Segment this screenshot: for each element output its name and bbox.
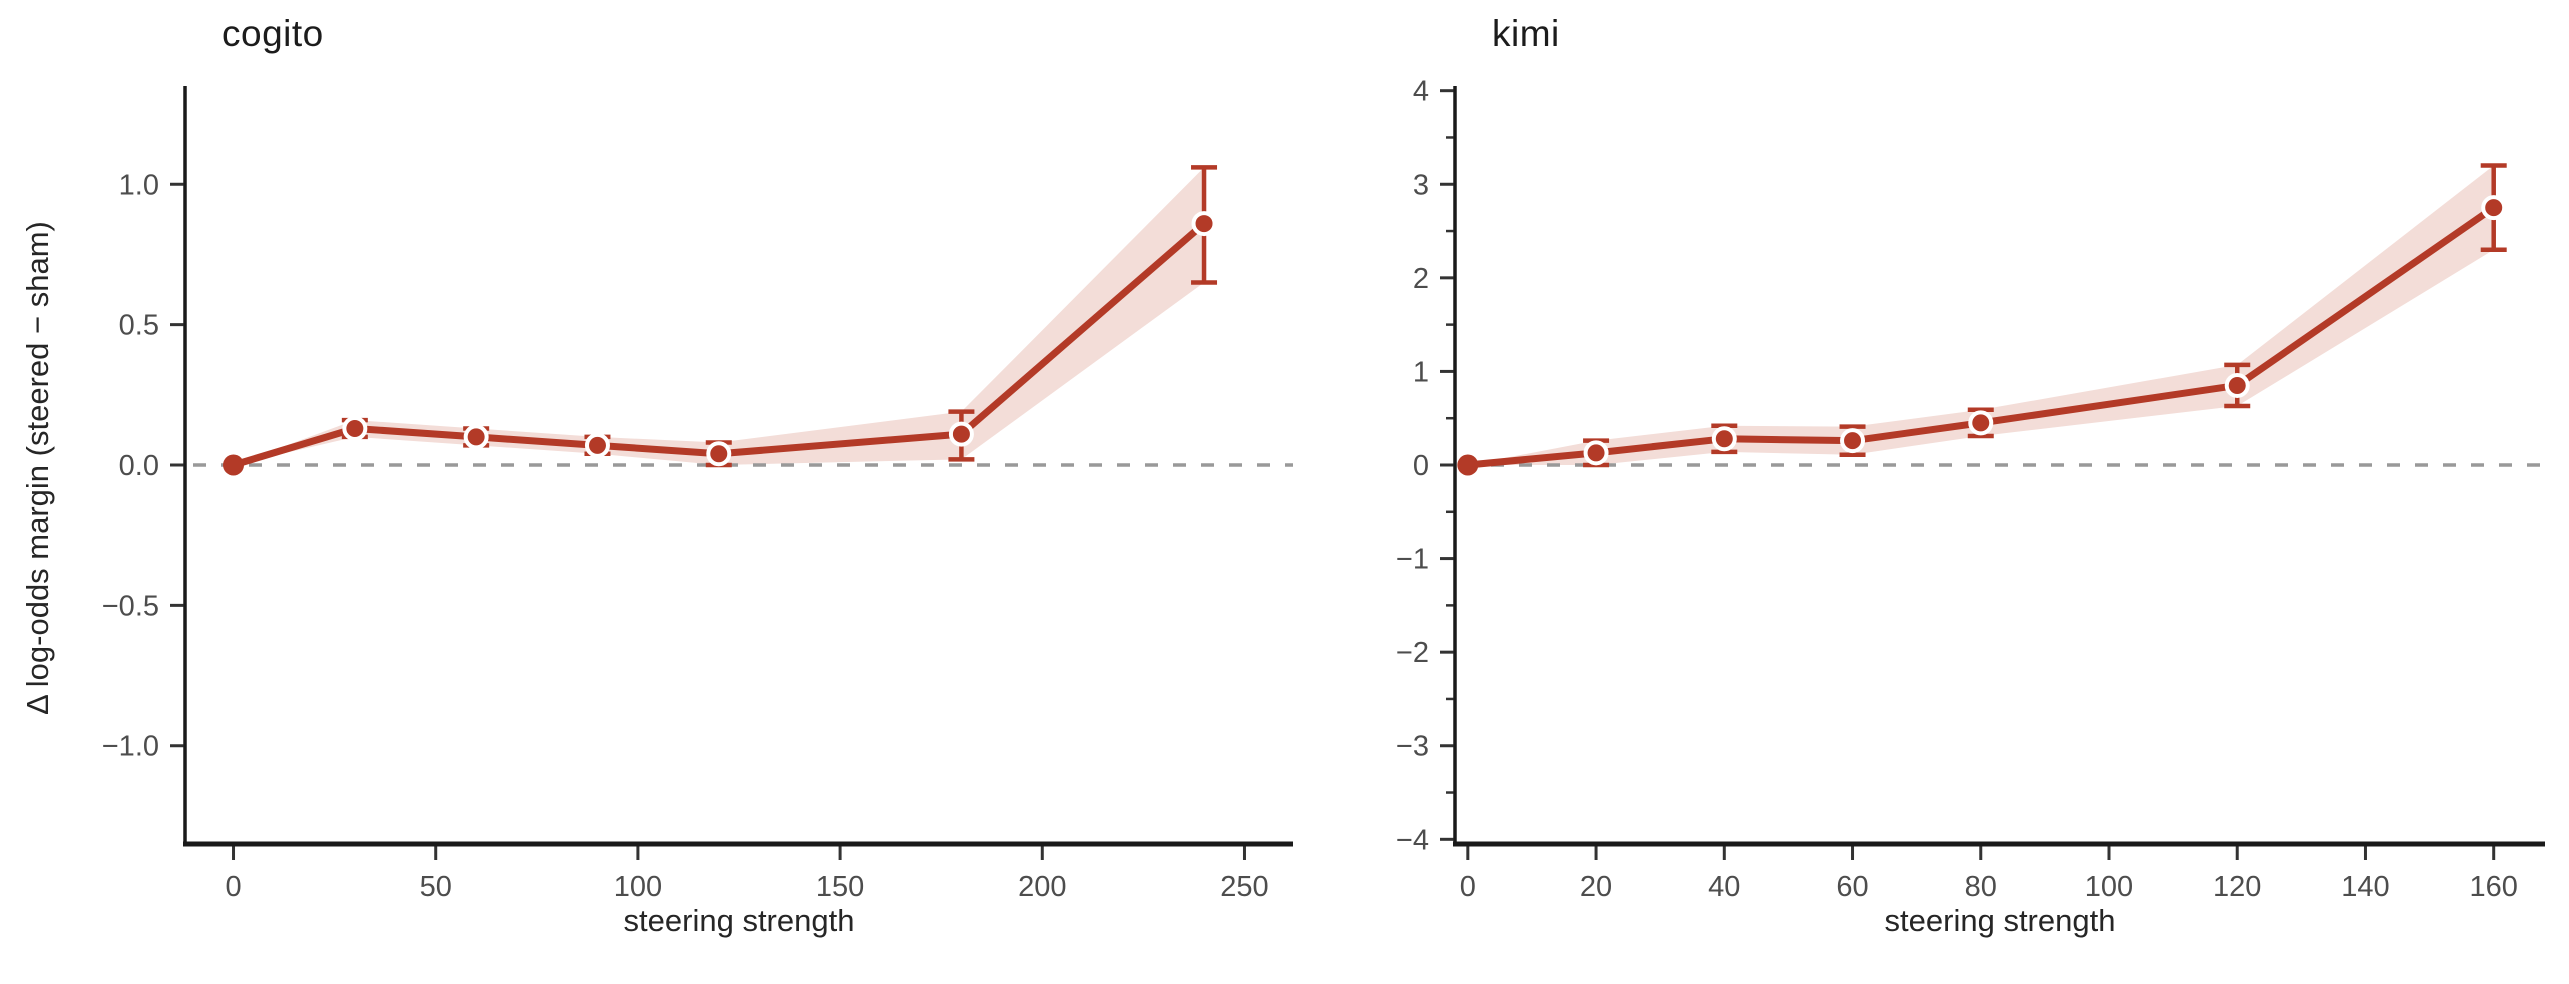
y-tick-label: 2 (1413, 263, 1429, 295)
data-point (1191, 211, 1217, 237)
kimi-x-axis-label: steering strength (1884, 903, 2116, 938)
x-tick-label: 250 (1220, 871, 1268, 903)
data-point (1968, 410, 1994, 436)
data-point (1457, 454, 1479, 476)
y-tick-label: 0.5 (119, 310, 159, 342)
kimi-panel-title: kimi (1492, 13, 1560, 54)
y-tick-label: −3 (1396, 731, 1429, 763)
x-tick-label: 50 (420, 871, 452, 903)
data-point (1711, 426, 1737, 452)
x-tick-label: 160 (2470, 871, 2518, 903)
x-tick-label: 80 (1965, 871, 1997, 903)
y-tick-label: 0.0 (119, 450, 159, 482)
y-tick-label: 1.0 (119, 169, 159, 201)
x-tick-label: 150 (816, 871, 864, 903)
data-point (2224, 372, 2250, 398)
data-point (948, 421, 974, 447)
x-tick-label: 0 (1460, 871, 1476, 903)
y-tick-label: 0 (1413, 450, 1429, 482)
x-tick-label: 40 (1708, 871, 1740, 903)
y-tick-label: −0.5 (102, 590, 159, 622)
data-point (463, 424, 489, 450)
data-point (1583, 440, 1609, 466)
x-tick-label: 120 (2213, 871, 2261, 903)
x-tick-label: 140 (2341, 871, 2389, 903)
y-tick-label: 4 (1413, 76, 1429, 108)
y-tick-label: −4 (1396, 824, 1429, 856)
cogito-panel-title: cogito (222, 13, 324, 54)
data-point (342, 416, 368, 442)
y-tick-label: 3 (1413, 169, 1429, 201)
data-point (1840, 428, 1866, 454)
x-tick-label: 200 (1018, 871, 1066, 903)
x-tick-label: 100 (614, 871, 662, 903)
y-tick-label: −1.0 (102, 731, 159, 763)
data-point (2481, 195, 2507, 221)
data-point (223, 454, 245, 476)
x-tick-label: 0 (225, 871, 241, 903)
y-tick-label: −1 (1396, 544, 1429, 576)
cogito-x-axis-label: steering strength (623, 903, 855, 938)
x-tick-label: 100 (2085, 871, 2133, 903)
data-point (706, 441, 732, 467)
x-tick-label: 60 (1836, 871, 1868, 903)
y-tick-label: −2 (1396, 637, 1429, 669)
data-point (584, 432, 610, 458)
x-tick-label: 20 (1580, 871, 1612, 903)
y-tick-label: 1 (1413, 356, 1429, 388)
